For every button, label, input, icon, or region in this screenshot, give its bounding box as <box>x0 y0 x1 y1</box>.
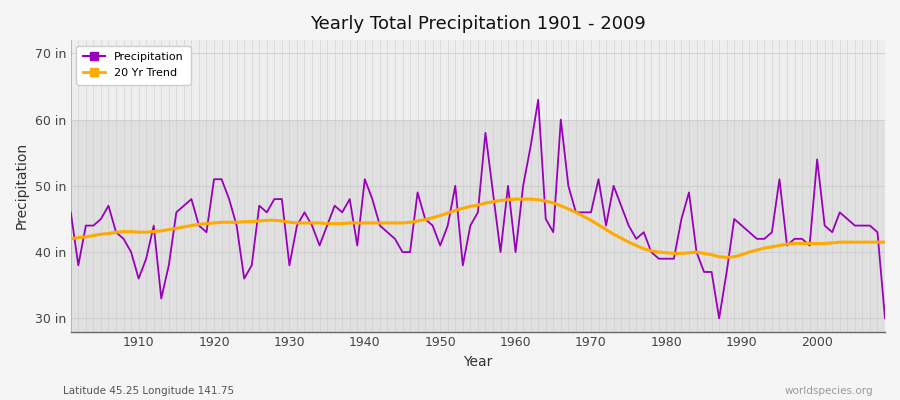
X-axis label: Year: Year <box>464 355 492 369</box>
Title: Yearly Total Precipitation 1901 - 2009: Yearly Total Precipitation 1901 - 2009 <box>310 15 646 33</box>
Legend: Precipitation, 20 Yr Trend: Precipitation, 20 Yr Trend <box>76 46 191 84</box>
Text: worldspecies.org: worldspecies.org <box>785 386 873 396</box>
Bar <box>71 40 885 120</box>
Y-axis label: Precipitation: Precipitation <box>15 142 29 230</box>
Text: Latitude 45.25 Longitude 141.75: Latitude 45.25 Longitude 141.75 <box>63 386 234 396</box>
